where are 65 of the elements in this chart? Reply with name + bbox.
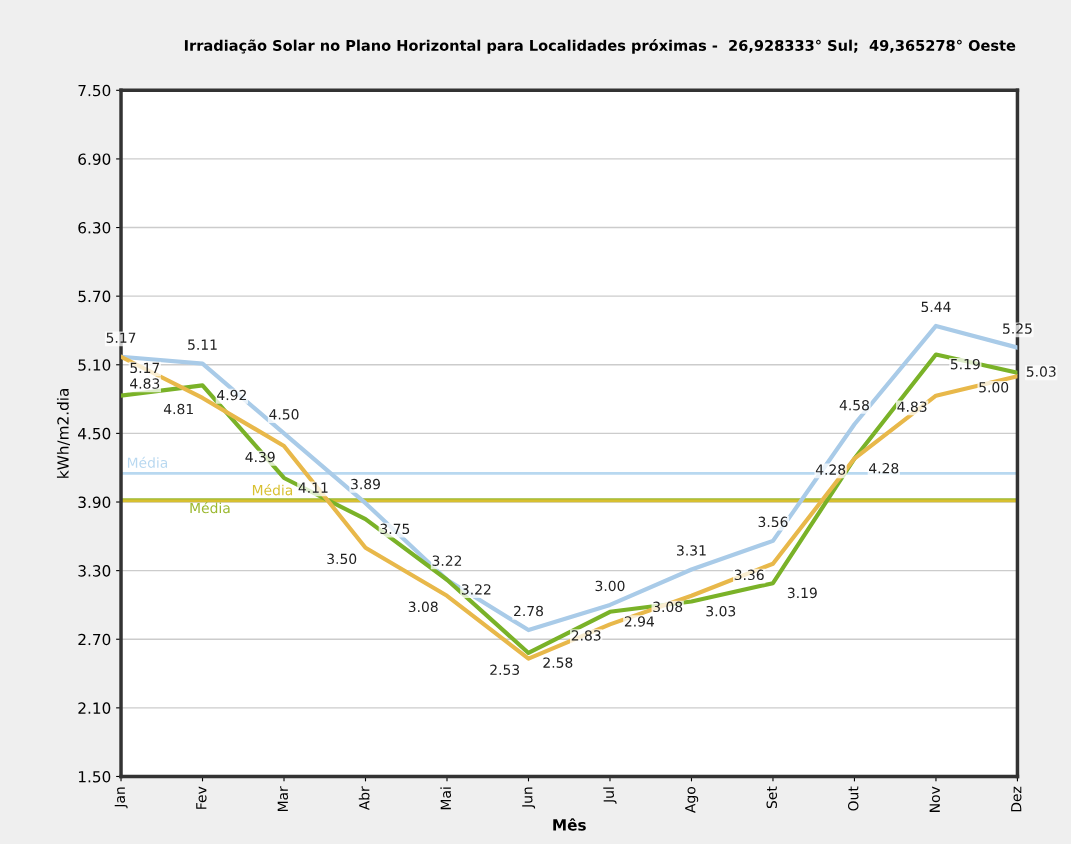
data-label: 4.83	[130, 378, 160, 389]
data-label: 2.83	[571, 630, 601, 641]
data-label: 5.19	[950, 358, 980, 370]
data-label: 3.08	[408, 601, 438, 613]
data-label: 3.31	[677, 545, 706, 556]
data-label: 3.50	[327, 553, 357, 565]
x-tick-label: Dez	[1011, 786, 1022, 812]
data-label: 5.25	[1003, 323, 1032, 334]
data-label: 2.58	[543, 657, 573, 668]
x-tick-label: Fev	[196, 786, 207, 809]
x-tick-label: Out	[847, 786, 859, 811]
data-label: 3.19	[787, 587, 817, 599]
x-tick-label: Jul	[603, 787, 617, 804]
data-label: 2.53	[490, 664, 520, 675]
y-axis-title: kWh/m2.dia	[56, 389, 70, 478]
x-tick-label: Set	[766, 786, 777, 809]
y-tick-label: 5.70	[78, 290, 111, 303]
data-label: 4.28	[869, 462, 899, 474]
data-label: 4.39	[245, 451, 275, 463]
data-label: 5.17	[106, 332, 136, 343]
data-label: 4.50	[269, 409, 299, 420]
data-label: 2.94	[624, 616, 655, 627]
data-label: 3.08	[653, 601, 683, 613]
x-tick-label: Jan	[114, 787, 128, 809]
x-axis-title: Mês	[553, 818, 586, 831]
data-label: 3.89	[351, 478, 380, 490]
data-label: 4.28	[815, 464, 846, 475]
data-label: 3.22	[461, 584, 491, 595]
ref-line-label: Média	[190, 501, 230, 514]
y-tick-label: 2.10	[78, 702, 111, 714]
data-label: 3.75	[380, 523, 410, 535]
x-tick-label: Ago	[685, 786, 699, 813]
y-tick-label: 5.10	[78, 359, 111, 371]
data-label: 3.00	[595, 580, 625, 592]
ref-line-label: Média	[127, 456, 168, 468]
x-tick-label: Abr	[358, 786, 370, 811]
y-tick-label: 2.70	[78, 633, 111, 646]
data-label: 4.92	[217, 389, 246, 401]
ref-line-label: Média	[252, 484, 293, 496]
data-label: 5.03	[1026, 366, 1056, 377]
x-tick-label: Jun	[522, 787, 536, 809]
x-tick-label: Mar	[277, 786, 289, 812]
x-tick-label: Nov	[929, 786, 940, 812]
data-label: 4.11	[298, 482, 328, 493]
y-tick-label: 6.30	[78, 222, 111, 234]
data-label: 5.17	[130, 362, 160, 374]
data-label: 3.03	[706, 605, 736, 617]
data-label: 4.81	[163, 403, 193, 415]
y-tick-label: 4.50	[78, 427, 111, 440]
data-label: 5.44	[921, 301, 951, 313]
y-tick-label: 6.90	[78, 153, 111, 165]
y-tick-label: 3.90	[78, 496, 111, 509]
y-tick-label: 3.30	[78, 565, 111, 577]
chart-title: Irradiação Solar no Plano Horizontal para Localidades próximas - 26,928333° Sul; 49,365278° Oeste	[184, 39, 1016, 54]
y-tick-label: 1.50	[78, 770, 111, 783]
data-label: 4.58	[839, 399, 869, 411]
data-label: 4.83	[897, 401, 927, 412]
y-tick-label: 7.50	[78, 84, 111, 97]
x-tick-label: Mai	[440, 787, 452, 810]
data-label: 3.36	[734, 569, 764, 581]
data-label: 5.00	[979, 382, 1009, 393]
data-label: 3.56	[758, 516, 788, 528]
data-label: 5.11	[188, 339, 217, 350]
data-label: 2.78	[514, 605, 543, 617]
data-label: 3.22	[432, 555, 462, 566]
